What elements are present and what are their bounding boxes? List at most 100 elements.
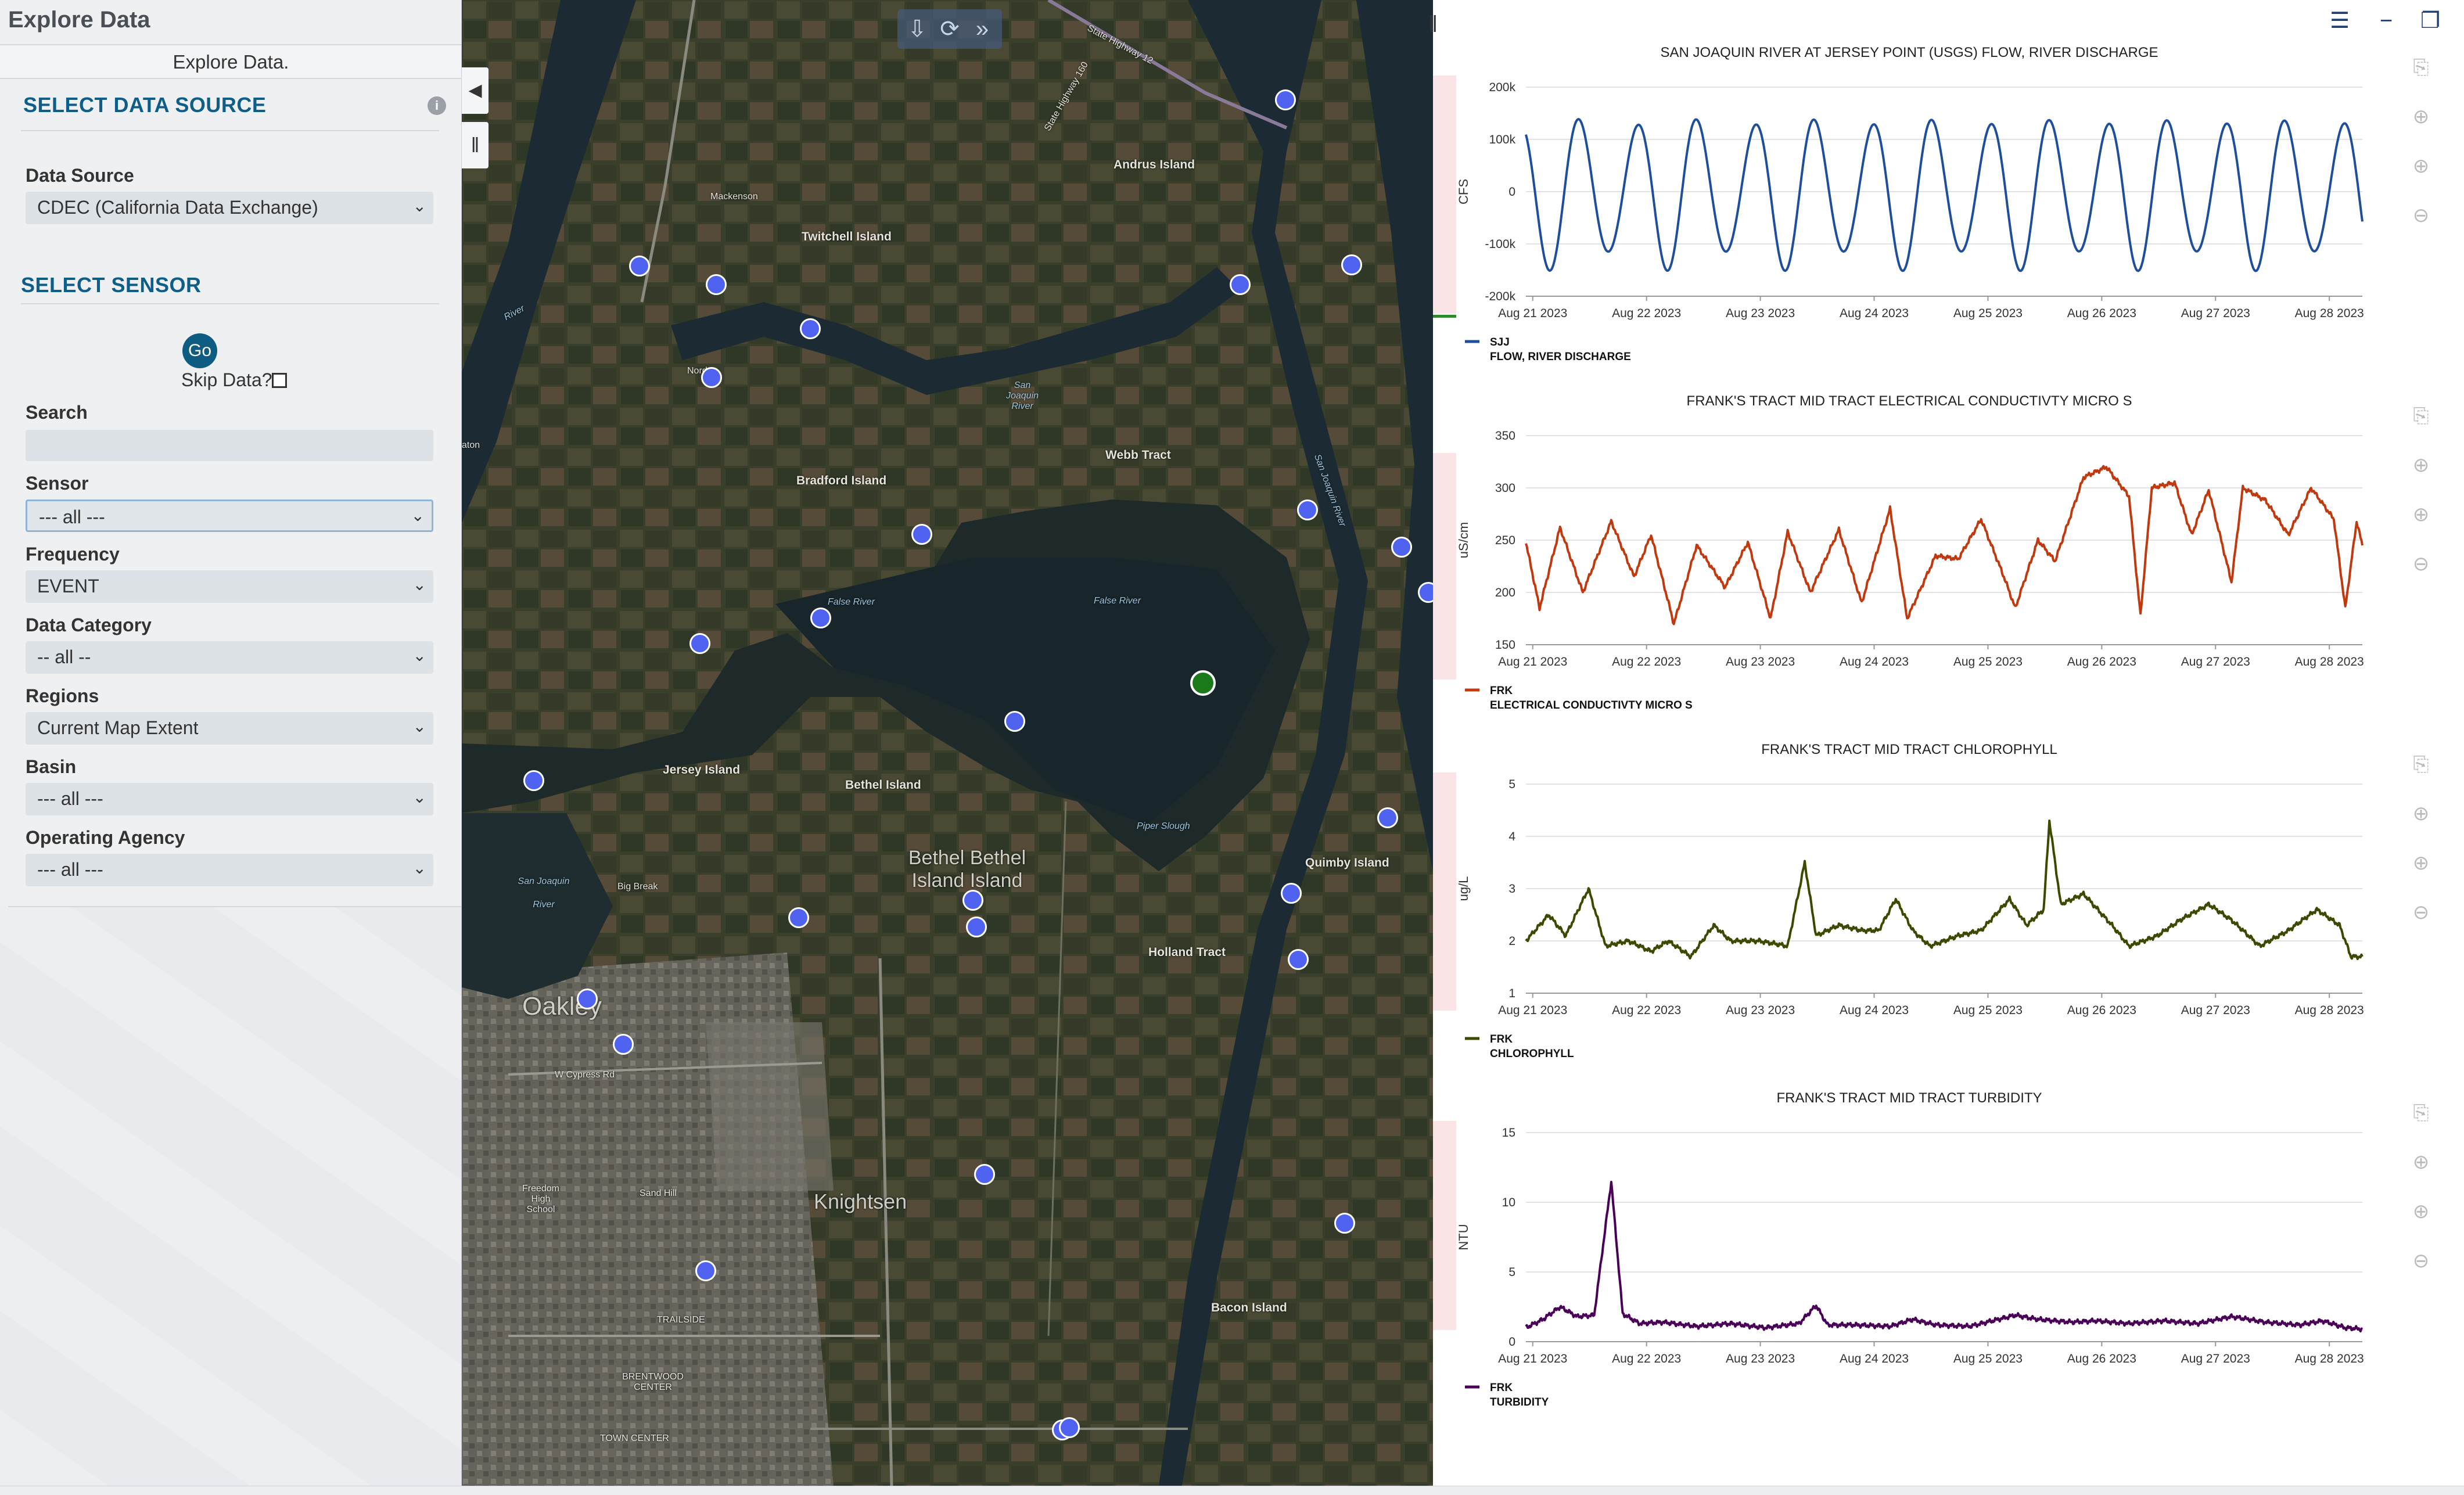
sensor-value: --- all --- <box>39 506 105 527</box>
station-marker[interactable] <box>689 633 710 654</box>
map-label-sand-hill: Sand Hill <box>640 1188 677 1198</box>
station-marker[interactable] <box>1377 807 1398 828</box>
satellite-map[interactable]: Andrus Island Twitchell Island Mackenson… <box>462 0 1433 1486</box>
x-tick-label: Aug 26 2023 <box>2067 1352 2136 1365</box>
station-marker[interactable] <box>577 989 598 1009</box>
search-input[interactable] <box>26 430 433 461</box>
station-marker[interactable] <box>962 890 983 911</box>
selected-station-marker[interactable] <box>1190 670 1216 696</box>
station-marker[interactable] <box>800 318 821 339</box>
frequency-select[interactable]: EVENT ⌄ <box>26 570 433 603</box>
remove-icon[interactable]: ⊖ <box>2412 204 2430 227</box>
maximize-icon[interactable]: ❐ <box>2420 9 2441 33</box>
arrow-down-icon[interactable]: ⊕ <box>2412 852 2430 874</box>
remove-icon[interactable]: ⊖ <box>2412 553 2430 575</box>
arrow-down-icon[interactable]: ⊕ <box>2412 504 2430 526</box>
expand-icon[interactable]: » <box>975 16 989 42</box>
copy-icon[interactable]: ⎘ <box>2413 753 2429 775</box>
map-label-bradford: Bradford Island <box>796 474 887 487</box>
station-marker[interactable] <box>695 1260 716 1281</box>
arrow-down-icon[interactable]: ⊕ <box>2412 1201 2430 1223</box>
station-marker[interactable] <box>1297 499 1318 520</box>
divider <box>21 303 439 304</box>
refresh-icon[interactable]: ⟳ <box>940 16 960 42</box>
copy-icon[interactable]: ⎘ <box>2413 56 2429 78</box>
station-marker[interactable] <box>523 770 544 791</box>
info-icon[interactable]: i <box>428 96 446 115</box>
list-icon[interactable]: ☰ <box>2329 9 2350 33</box>
basin-select[interactable]: --- all --- ⌄ <box>26 783 433 815</box>
station-marker[interactable] <box>974 1164 995 1185</box>
chlorophyll-chart[interactable]: FRANK'S TRACT MID TRACT CHLOROPHYLL 5 4 3 2 1… <box>1433 732 2386 1069</box>
arrow-up-icon[interactable]: ⊕ <box>2412 106 2430 128</box>
remove-icon[interactable]: ⊖ <box>2412 901 2430 923</box>
station-marker[interactable] <box>629 256 650 276</box>
select-sensor-heading: SELECT SENSOR <box>21 273 202 297</box>
legend-series-description: FLOW, RIVER DISCHARGE <box>1490 351 1631 363</box>
regions-value: Current Map Extent <box>37 717 199 738</box>
x-tick-label: Aug 21 2023 <box>1498 655 1567 669</box>
conductivity-chart[interactable]: FRANK'S TRACT MID TRACT ELECTRICAL CONDU… <box>1433 383 2386 720</box>
map-label-freedom-high: Freedom High School <box>522 1184 560 1214</box>
sensor-select[interactable]: --- all --- ⌄ <box>26 499 433 532</box>
station-marker[interactable] <box>1391 537 1412 558</box>
map-label-mackenson: Mackenson <box>710 192 758 202</box>
station-marker[interactable] <box>1418 582 1433 603</box>
y-tick-label: 350 <box>1495 429 1515 443</box>
x-tick-label: Aug 24 2023 <box>1840 307 1909 320</box>
arrow-up-icon[interactable]: ⊕ <box>2412 1151 2430 1173</box>
skip-data-checkbox[interactable] <box>272 373 287 388</box>
station-marker[interactable] <box>1334 1213 1355 1234</box>
x-tick-label: Aug 22 2023 <box>1612 1004 1681 1017</box>
minimize-icon[interactable]: − <box>2379 9 2393 33</box>
download-icon[interactable]: ⇩ <box>907 16 927 42</box>
go-button[interactable]: Go <box>182 333 217 368</box>
data-category-select[interactable]: -- all -- ⌄ <box>26 641 433 674</box>
station-marker[interactable] <box>1341 254 1362 275</box>
operating-agency-select[interactable]: --- all --- ⌄ <box>26 854 433 886</box>
station-marker[interactable] <box>810 608 831 628</box>
flow-chart[interactable]: SAN JOAQUIN RIVER AT JERSEY POINT (USGS)… <box>1433 35 2386 372</box>
copy-icon[interactable]: ⎘ <box>2413 405 2429 427</box>
skip-data-label: Skip Data? <box>181 369 272 390</box>
station-marker[interactable] <box>1004 711 1025 732</box>
station-marker[interactable] <box>966 917 987 937</box>
station-marker[interactable] <box>701 367 722 388</box>
data-category-label: Data Category <box>26 614 152 635</box>
chart-highlight-bar <box>1433 453 1456 680</box>
chevron-down-icon: ⌄ <box>412 197 426 215</box>
y-tick-label: -100k <box>1485 238 1515 251</box>
data-source-select[interactable]: CDEC (California Data Exchange) ⌄ <box>26 192 433 224</box>
station-marker[interactable] <box>613 1034 634 1055</box>
map-label-holland: Holland Tract <box>1148 946 1226 959</box>
station-marker[interactable] <box>1281 883 1302 904</box>
chart-2-tools: ⎘ ⊕ ⊕ ⊖ <box>2409 404 2438 602</box>
arrow-up-icon[interactable]: ⊕ <box>2412 454 2430 476</box>
chart-title: FRANK'S TRACT MID TRACT TURBIDITY <box>1776 1090 2042 1106</box>
station-marker[interactable] <box>911 524 932 545</box>
map-label-cypress: W Cypress Rd <box>555 1070 615 1080</box>
chevron-down-icon: ⌄ <box>412 576 426 594</box>
map-imagery <box>462 0 1433 1486</box>
remove-icon[interactable]: ⊖ <box>2412 1250 2430 1272</box>
y-tick-label: 15 <box>1502 1126 1515 1140</box>
station-marker[interactable] <box>1288 949 1309 970</box>
copy-icon[interactable]: ⎘ <box>2413 1102 2429 1124</box>
arrow-down-icon[interactable]: ⊕ <box>2412 155 2430 177</box>
station-marker[interactable] <box>1230 274 1251 295</box>
station-marker[interactable] <box>1059 1417 1080 1438</box>
left-resize-handle[interactable]: ‖ <box>462 122 489 168</box>
operating-agency-label: Operating Agency <box>26 827 185 848</box>
chart-title: FRANK'S TRACT MID TRACT ELECTRICAL CONDU… <box>1687 393 2132 409</box>
regions-select[interactable]: Current Map Extent ⌄ <box>26 712 433 745</box>
station-marker[interactable] <box>706 274 727 295</box>
collapse-left-panel-button[interactable]: ◀ <box>462 67 489 114</box>
turbidity-chart[interactable]: FRANK'S TRACT MID TRACT TURBIDITY 15 10 5 0 A… <box>1433 1080 2386 1417</box>
right-resize-handle[interactable]: ‖ <box>1424 12 1442 41</box>
station-marker[interactable] <box>1275 89 1296 110</box>
station-marker[interactable] <box>788 907 809 928</box>
arrow-up-icon[interactable]: ⊕ <box>2412 803 2430 825</box>
subtitle-bar: Explore Data. <box>0 44 461 79</box>
map-label-quimby: Quimby Island <box>1305 856 1389 869</box>
data-source-value: CDEC (California Data Exchange) <box>37 197 318 218</box>
